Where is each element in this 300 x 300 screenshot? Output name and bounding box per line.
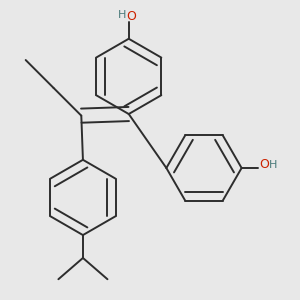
Text: O: O [259,158,269,171]
Text: H: H [268,160,277,170]
Text: O: O [126,10,136,23]
Text: H: H [118,10,126,20]
